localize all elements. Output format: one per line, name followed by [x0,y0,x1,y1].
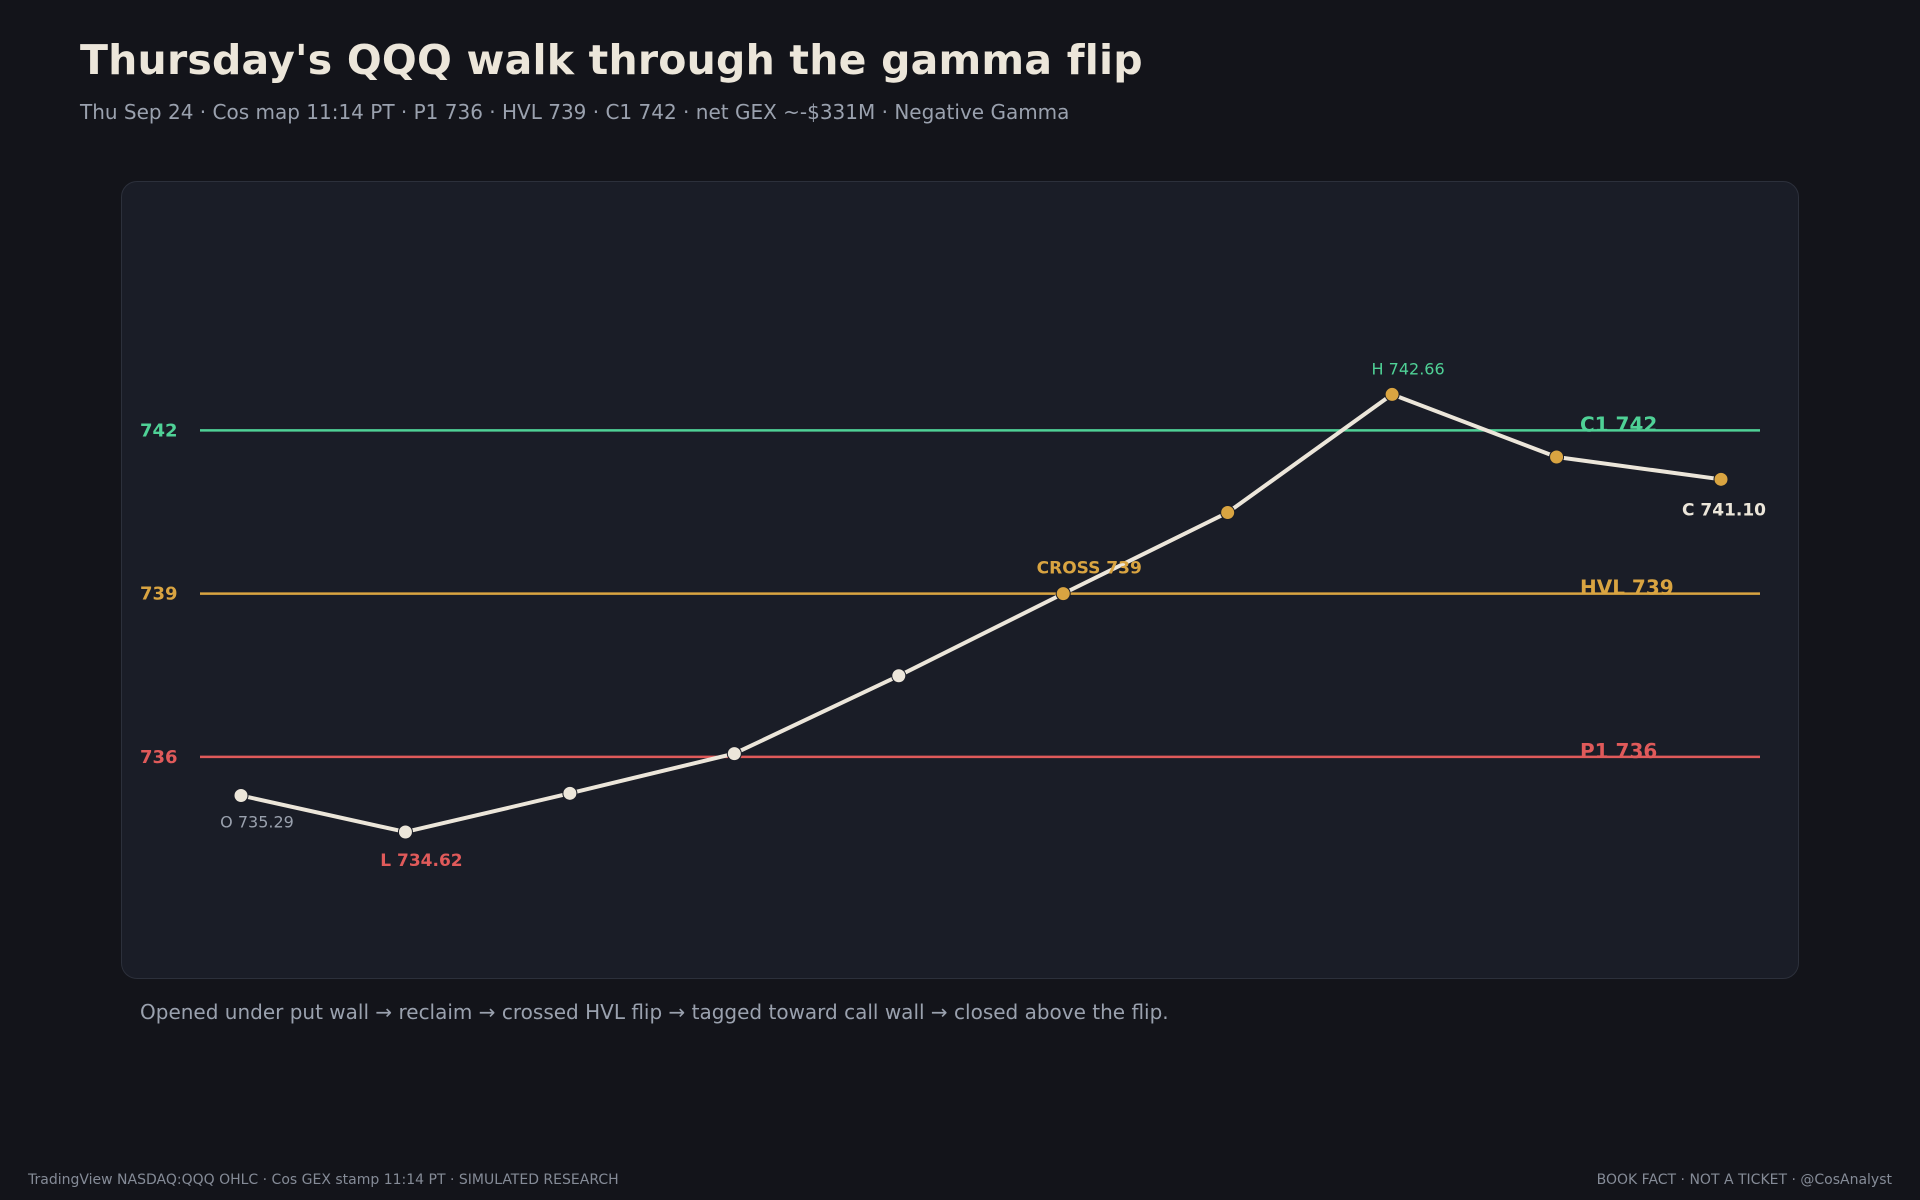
footer-source: TradingView NASDAQ:QQQ OHLC · Cos GEX st… [28,1172,619,1188]
data-point [726,746,742,762]
point-annotation: H 742.66 [1372,359,1445,378]
data-point [1384,386,1400,402]
data-point [397,824,413,840]
data-point [1220,505,1236,521]
y-tick-label: 739 [140,584,178,605]
data-point [1713,471,1729,487]
data-point [562,785,578,801]
data-point [1549,449,1565,465]
chart-panel [121,181,1799,979]
data-point [233,788,249,804]
chart-caption: Opened under put wall → reclaim → crosse… [140,1000,1169,1024]
level-label: P1 736 [1580,739,1657,763]
data-point [891,668,907,684]
y-tick-label: 742 [140,420,178,441]
level-label: HVL 739 [1580,576,1674,600]
point-annotation: O 735.29 [220,813,294,832]
page-subtitle: Thu Sep 24 · Cos map 11:14 PT · P1 736 ·… [80,100,1070,124]
footer-credit: BOOK FACT · NOT A TICKET · @CosAnalyst [1596,1172,1892,1188]
price-line [239,392,1723,834]
point-annotation: CROSS 739 [1037,559,1142,579]
point-annotation: L 734.62 [380,851,462,871]
page-title: Thursday's QQQ walk through the gamma fl… [80,36,1143,84]
level-label: C1 742 [1580,412,1657,436]
point-annotation: C 741.10 [1682,500,1766,520]
y-tick-label: 736 [140,747,178,768]
data-point [1055,586,1071,602]
